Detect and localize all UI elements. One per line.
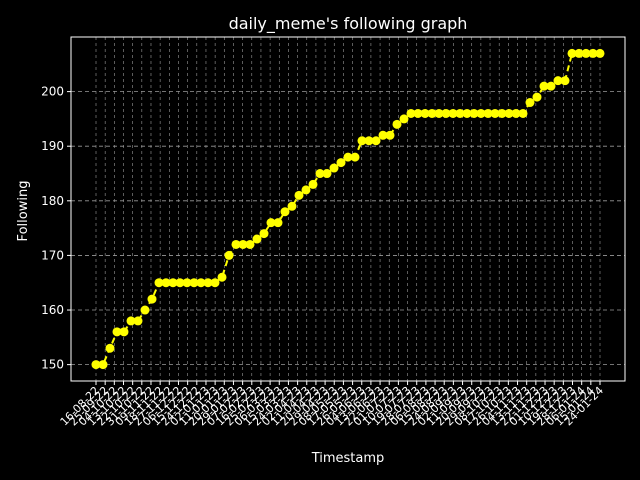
data-point (351, 153, 360, 162)
data-point (148, 295, 157, 304)
x-axis-ticks: 16-08-2225-09-2204-10-2213-10-2222-10-22… (58, 381, 607, 428)
data-point (533, 93, 542, 102)
data-point (134, 316, 143, 325)
data-point (120, 327, 129, 336)
x-axis-label: Timestamp (311, 451, 385, 466)
data-point (141, 306, 150, 315)
data-point (218, 273, 227, 282)
y-axis-label: Following (16, 181, 31, 242)
data-point (386, 131, 395, 140)
y-tick-label: 160 (41, 303, 64, 317)
chart-title: daily_meme's following graph (229, 14, 468, 34)
data-point (99, 360, 108, 369)
data-point (260, 229, 269, 238)
data-point (225, 251, 234, 260)
y-tick-label: 170 (41, 248, 64, 262)
data-point (561, 76, 570, 85)
y-tick-label: 150 (41, 358, 64, 372)
y-tick-label: 200 (41, 85, 64, 99)
data-point (106, 344, 115, 353)
data-point (519, 109, 528, 118)
y-tick-label: 180 (41, 194, 64, 208)
y-tick-label: 190 (41, 139, 64, 153)
data-point (309, 180, 318, 189)
data-point (288, 202, 297, 211)
data-point (274, 218, 283, 227)
data-point (596, 49, 605, 58)
